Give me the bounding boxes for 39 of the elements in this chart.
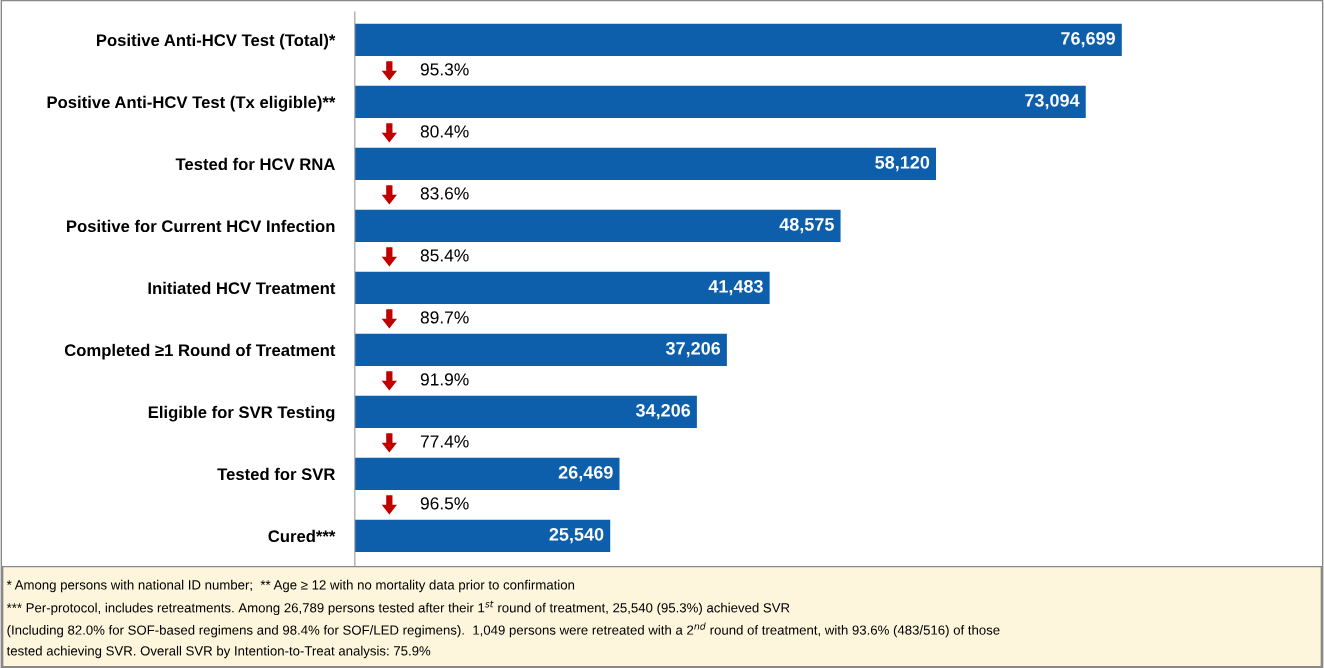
y-tick-label: Completed ≥1 Round of Treatment bbox=[64, 343, 336, 360]
bar bbox=[354, 457, 620, 491]
y-tick-label: Eligible for SVR Testing bbox=[148, 405, 335, 422]
y-tick-label: Tested for HCV RNA bbox=[175, 157, 335, 171]
data-label: 37,206 bbox=[665, 341, 721, 358]
y-tick-label: Positive Anti-HCV Test (Total)* bbox=[96, 33, 336, 50]
bar bbox=[354, 333, 727, 367]
annotation: 89.7% bbox=[420, 311, 469, 324]
bar bbox=[354, 147, 937, 181]
y-tick-label: Initiated HCV Treatment bbox=[148, 281, 336, 295]
annotation: 80.4% bbox=[420, 125, 469, 138]
text: * Among persons with national ID number; ** Age ≥ 12 with no mortality data prior to confirmation bbox=[6, 579, 575, 593]
annotation: 77.4% bbox=[420, 435, 469, 448]
annotation: 95.3% bbox=[420, 63, 469, 76]
data-label: 73,094 bbox=[1025, 93, 1080, 110]
y-tick-label: Positive Anti-HCV Test (Tx eligible)** bbox=[47, 95, 336, 112]
bar bbox=[354, 23, 1122, 57]
data-label: 76,699 bbox=[1061, 31, 1115, 48]
bar bbox=[354, 85, 1086, 119]
y-tick-label: Cured*** bbox=[268, 529, 336, 543]
bar bbox=[354, 209, 841, 243]
data-label: 34,206 bbox=[635, 403, 691, 420]
data-label: 25,540 bbox=[549, 527, 604, 544]
annotation: 85.4% bbox=[420, 249, 469, 262]
y-tick-label: Positive for Current HCV Infection bbox=[67, 219, 335, 233]
annotation: 91.9% bbox=[420, 373, 469, 386]
bar bbox=[354, 271, 770, 305]
bar bbox=[354, 395, 697, 429]
text: (Including 82.0% for SOF-based regimens and 98.4% for SOF/LED regimens). 1,049 persons were retreated with a 2$^{nd}$ round of treatment, with 93.6% (483/516) of those bbox=[7, 622, 1000, 638]
data-label: 26,469 bbox=[558, 465, 613, 482]
annotation: 96.5% bbox=[420, 497, 469, 510]
data-label: 58,120 bbox=[875, 155, 930, 172]
data-label: 48,575 bbox=[779, 217, 834, 234]
text: *** Per-protocol, includes retreatments. Among 26,789 persons tested after their 1$^{st}$ round of treatment, 25,540 (95.3%) achieved SVR bbox=[6, 600, 790, 616]
y-tick-label: Tested for SVR bbox=[217, 467, 336, 481]
annotation: 83.6% bbox=[420, 187, 469, 200]
data-label: 41,483 bbox=[708, 279, 763, 296]
text: tested achieving SVR. Overall SVR by Intention-to-Treat analysis: 75.9% bbox=[6, 645, 431, 659]
bar bbox=[354, 519, 611, 553]
